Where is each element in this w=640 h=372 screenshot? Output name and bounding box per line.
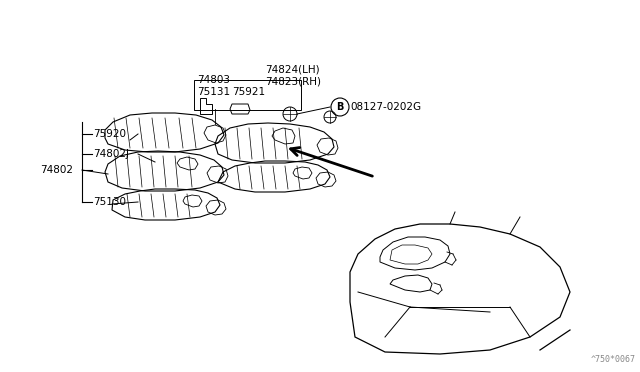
Text: 75131: 75131 — [197, 87, 230, 97]
Text: 08127-0202G: 08127-0202G — [350, 102, 421, 112]
Text: ^750*0067: ^750*0067 — [591, 355, 636, 364]
Text: 74802J: 74802J — [93, 149, 129, 159]
Text: 75920: 75920 — [93, 129, 126, 139]
Text: 75130: 75130 — [93, 197, 126, 207]
Text: 74802: 74802 — [40, 165, 73, 175]
Text: 74824(LH): 74824(LH) — [265, 65, 319, 75]
Text: 74823(RH): 74823(RH) — [265, 77, 321, 87]
Text: B: B — [336, 102, 344, 112]
Text: 74803: 74803 — [197, 75, 230, 85]
Text: 75921: 75921 — [232, 87, 265, 97]
